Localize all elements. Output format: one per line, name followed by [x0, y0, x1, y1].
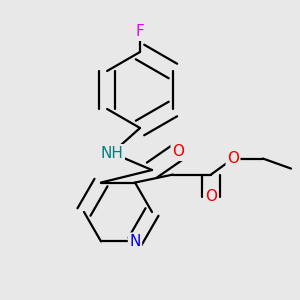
Text: N: N: [129, 234, 141, 249]
Text: F: F: [136, 25, 144, 40]
Text: O: O: [172, 145, 184, 160]
Text: NH: NH: [100, 146, 123, 160]
Text: O: O: [227, 151, 239, 166]
Text: O: O: [205, 189, 217, 204]
